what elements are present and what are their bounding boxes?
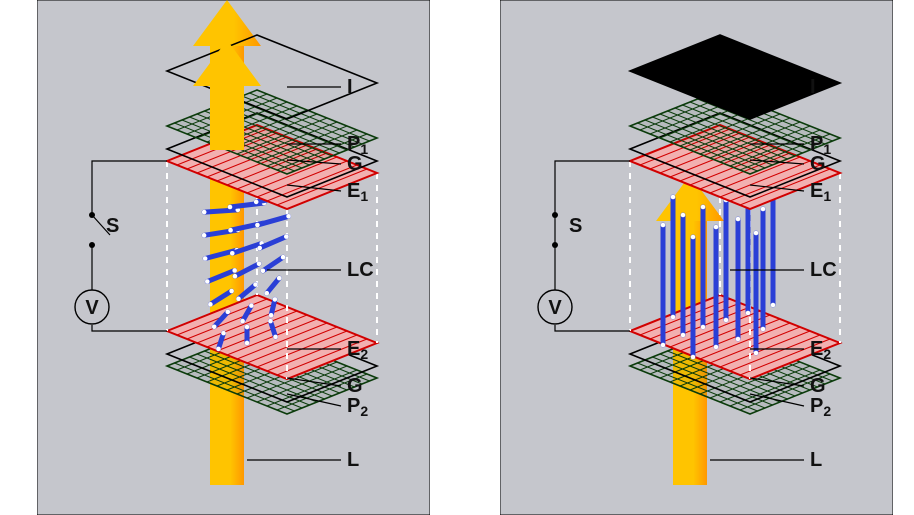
label-v: V [85, 297, 99, 319]
label-l: L [810, 449, 822, 471]
label-g-top: G [347, 153, 363, 175]
label-i: I [347, 76, 353, 98]
label-lc: LC [810, 259, 837, 281]
label-v: V [548, 297, 562, 319]
label-l: L [347, 449, 359, 471]
label-g-bot: G [810, 375, 826, 397]
lc-molecule [204, 210, 238, 212]
label-s: S [106, 215, 119, 237]
label-g-top: G [810, 153, 826, 175]
label-lc: LC [347, 259, 374, 281]
label-i: I [810, 76, 816, 98]
label-s: S [569, 215, 582, 237]
panel-voltage-on: VSIP1GE1LCE2GP2L [500, 0, 893, 515]
panel-voltage-off: VSIP1GE1LCE2GP2L [37, 0, 430, 515]
label-g-bot: G [347, 375, 363, 397]
